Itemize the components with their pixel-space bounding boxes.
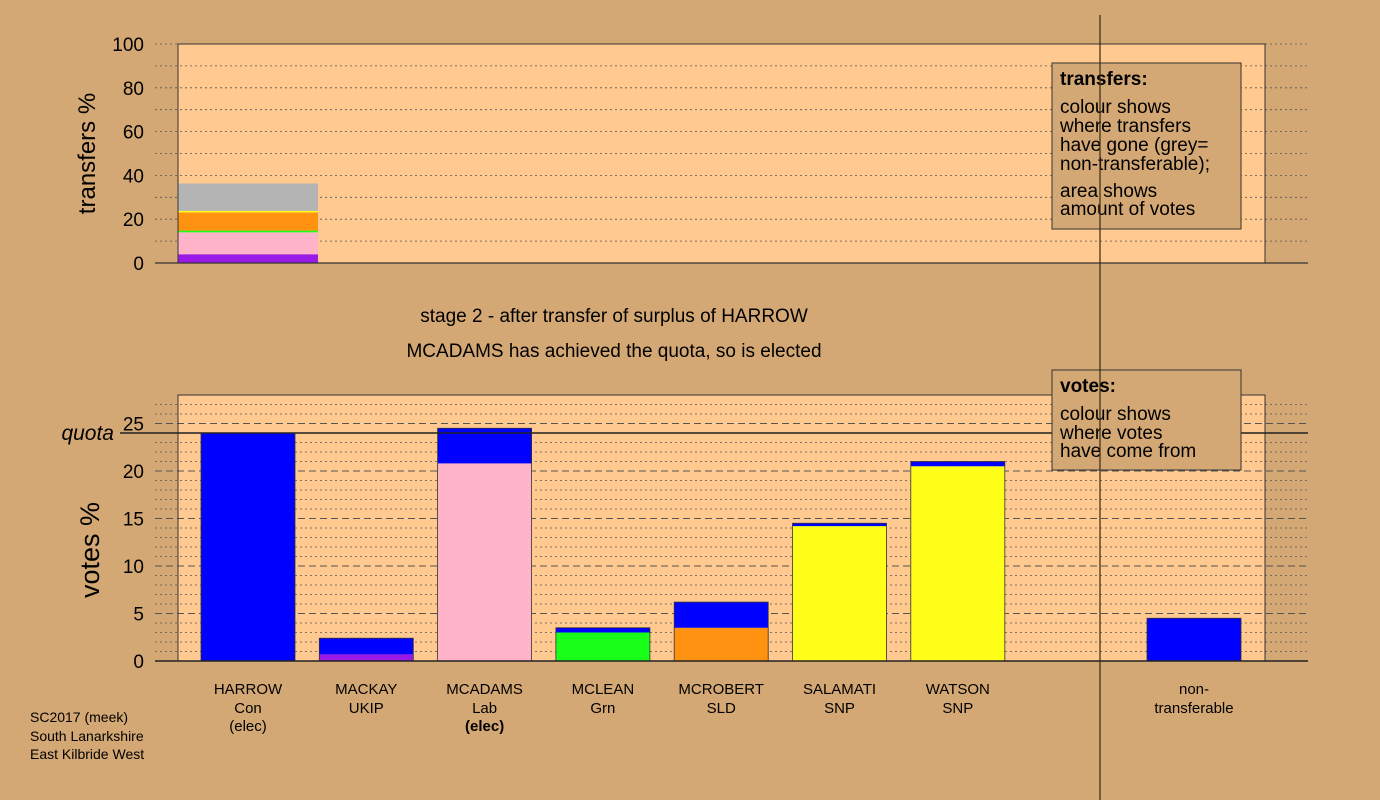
candidate-name: HARROW bbox=[214, 681, 283, 698]
transfers-y-axis-label: transfers % bbox=[74, 93, 101, 214]
votes-tick-label: 15 bbox=[123, 510, 144, 531]
candidate-name: WATSON bbox=[926, 681, 990, 698]
transfer-segment-sld bbox=[178, 212, 318, 231]
stage-text-line1: stage 2 - after transfer of surplus of H… bbox=[420, 306, 808, 327]
transfers-legend-line-3: non-transferable); bbox=[1060, 154, 1210, 175]
transfer-segment-grn bbox=[178, 230, 318, 233]
footer: SC2017 (meek) South Lanarkshire East Kil… bbox=[30, 709, 144, 762]
transfers-tick-label: 20 bbox=[123, 210, 144, 231]
transfers-legend-line-5: amount of votes bbox=[1060, 199, 1195, 220]
candidate-name: MACKAY bbox=[335, 681, 397, 698]
transfers-tick-label: 80 bbox=[123, 79, 144, 100]
nontransferable-label-line2: transferable bbox=[1154, 700, 1233, 717]
vote-bar-salamati-snp bbox=[792, 526, 887, 661]
candidate-name: SALAMATI bbox=[803, 681, 876, 698]
stage-text-line2: MCADAMS has achieved the quota, so is el… bbox=[406, 341, 821, 362]
candidate-name: MCADAMS bbox=[446, 681, 523, 698]
vote-bar-mcadams-lab bbox=[437, 463, 532, 661]
vote-bar-mackay-ukip bbox=[319, 654, 414, 661]
vote-bar-salamati-con bbox=[792, 523, 887, 527]
candidate-party: Lab bbox=[472, 700, 497, 717]
votes-legend-line-1: where votes bbox=[1059, 423, 1162, 444]
vote-bar-mcadams-con bbox=[437, 428, 532, 464]
votes-tick-label: 20 bbox=[123, 462, 144, 483]
candidate-status: (elec) bbox=[465, 718, 504, 735]
votes-panel: HARROWCon(elec)MACKAYUKIPMCADAMSLab(elec… bbox=[61, 394, 1308, 735]
footer-line-2: East Kilbride West bbox=[30, 746, 144, 762]
vote-bar-mclean-grn bbox=[555, 632, 650, 661]
votes-tick-label: 5 bbox=[133, 605, 144, 626]
vote-bar-mcrobert-sld bbox=[674, 627, 769, 661]
transfers-legend-title: transfers: bbox=[1060, 69, 1148, 90]
votes-tick-label: 10 bbox=[123, 557, 144, 578]
transfers-legend-line-1: where transfers bbox=[1059, 116, 1191, 137]
nontransferable-label-line1: non- bbox=[1179, 681, 1209, 698]
transfers-tick-label: 40 bbox=[123, 166, 144, 187]
vote-bar-watson-con bbox=[910, 461, 1005, 467]
votes-legend-title: votes: bbox=[1060, 376, 1116, 397]
vote-bar-mcrobert-con bbox=[674, 602, 769, 628]
candidate-party: Con bbox=[234, 700, 262, 717]
nontransferable-bar bbox=[1147, 618, 1241, 661]
transfers-tick-label: 60 bbox=[123, 123, 144, 144]
transfer-segment-snp bbox=[178, 210, 318, 213]
candidate-status: (elec) bbox=[229, 718, 267, 735]
candidate-party: Grn bbox=[590, 700, 615, 717]
transfers-tick-label: 100 bbox=[112, 35, 144, 56]
vote-bar-harrow-con bbox=[201, 433, 295, 661]
candidate-party: UKIP bbox=[349, 700, 384, 717]
votes-legend-line-0: colour shows bbox=[1060, 404, 1171, 425]
candidate-party: SLD bbox=[707, 700, 736, 717]
candidate-name: MCROBERT bbox=[678, 681, 764, 698]
vote-bar-mclean-con bbox=[555, 627, 650, 633]
votes-y-axis-label: votes % bbox=[75, 502, 105, 598]
vote-bar-mackay-con bbox=[319, 638, 414, 655]
transfers-legend-line-4: area shows bbox=[1060, 181, 1157, 202]
votes-legend: votes: colour shows where votes have com… bbox=[1051, 369, 1242, 471]
footer-line-1: South Lanarkshire bbox=[30, 728, 144, 744]
transfer-segment-nontransferable bbox=[178, 183, 318, 211]
footer-line-0: SC2017 (meek) bbox=[30, 709, 128, 725]
votes-tick-label: 0 bbox=[133, 652, 144, 673]
votes-tick-label: 25 bbox=[123, 415, 144, 436]
transfers-legend-line-2: have gone (grey= bbox=[1060, 135, 1208, 156]
transfer-segment-lab bbox=[178, 232, 318, 255]
transfers-legend: transfers: colour shows where transfers … bbox=[1051, 62, 1242, 230]
vote-bar-watson-snp bbox=[910, 466, 1005, 661]
candidate-party: SNP bbox=[824, 700, 855, 717]
transfers-legend-line-0: colour shows bbox=[1060, 97, 1171, 118]
votes-legend-line-2: have come from bbox=[1060, 441, 1196, 462]
candidate-name: MCLEAN bbox=[572, 681, 635, 698]
transfer-segment-ukip bbox=[178, 254, 318, 263]
quota-label: quota bbox=[61, 422, 114, 445]
transfers-tick-label: 0 bbox=[133, 254, 144, 275]
candidate-party: SNP bbox=[942, 700, 973, 717]
